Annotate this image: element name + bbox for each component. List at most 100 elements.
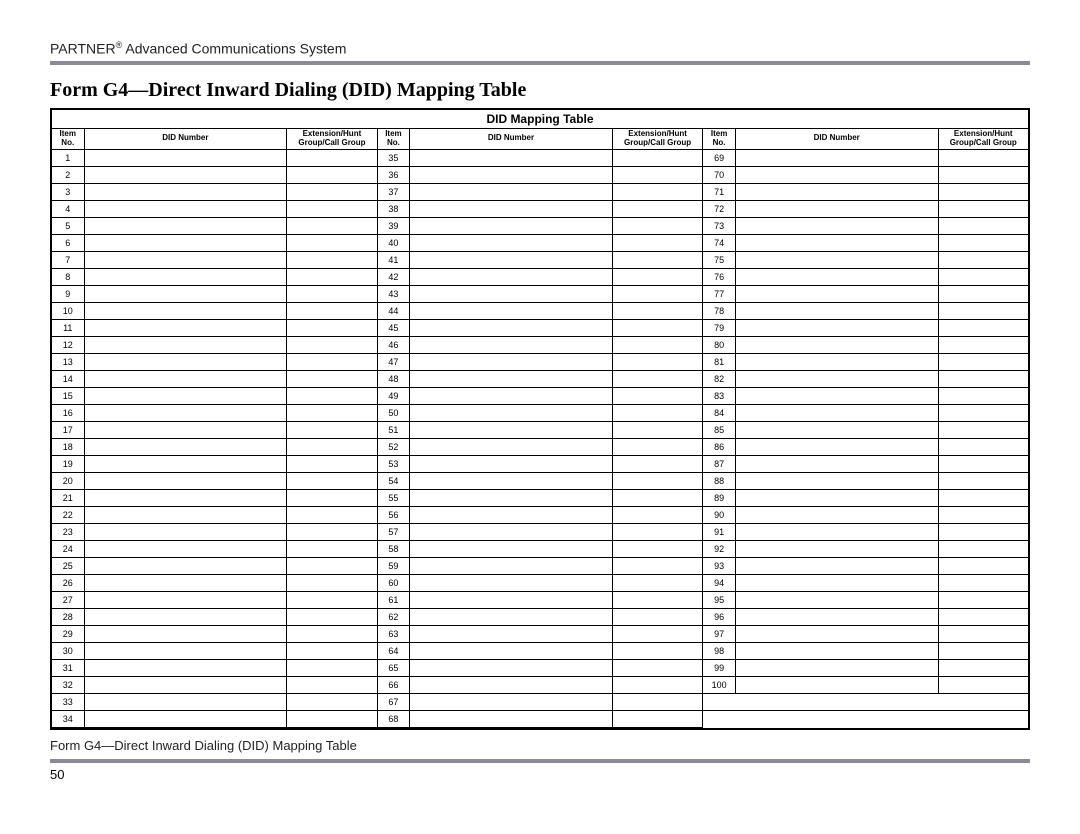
table-row: 78: [703, 302, 1028, 319]
table-row: 70: [703, 166, 1028, 183]
cell-did-number: [84, 166, 287, 183]
cell-extension: [938, 421, 1028, 438]
table-row: 40: [378, 234, 703, 251]
cell-item-no: 70: [703, 166, 735, 183]
cell-item-no: 36: [378, 166, 410, 183]
table-row: 57: [378, 523, 703, 540]
cell-extension: [287, 540, 377, 557]
cell-item-no: 91: [703, 523, 735, 540]
table-row: 31: [52, 659, 377, 676]
table-row: 2: [52, 166, 377, 183]
cell-item-no: 78: [703, 302, 735, 319]
cell-did-number: [735, 404, 938, 421]
cell-item-no: 5: [52, 217, 84, 234]
cell-did-number: [735, 574, 938, 591]
table-row: 71: [703, 183, 1028, 200]
table-row: 32: [52, 676, 377, 693]
cell-item-no: 18: [52, 438, 84, 455]
cell-did-number: [735, 251, 938, 268]
mapping-subtable: ItemNo.DID NumberExtension/HuntGroup/Cal…: [52, 129, 377, 728]
cell-item-no: 22: [52, 506, 84, 523]
table-row: 69: [703, 149, 1028, 166]
cell-item-no: 27: [52, 591, 84, 608]
cell-did-number: [735, 540, 938, 557]
cell-did-number: [735, 642, 938, 659]
table-row: 98: [703, 642, 1028, 659]
cell-did-number: [735, 234, 938, 251]
cell-extension: [287, 268, 377, 285]
table-row: 68: [378, 710, 703, 727]
table-row: 28: [52, 608, 377, 625]
cell-did-number: [84, 217, 287, 234]
col-header-item-no: ItemNo.: [52, 129, 84, 150]
table-row: 3: [52, 183, 377, 200]
cell-extension: [938, 608, 1028, 625]
cell-item-no: 6: [52, 234, 84, 251]
cell-extension: [287, 251, 377, 268]
table-row: 17: [52, 421, 377, 438]
cell-did-number: [410, 455, 613, 472]
cell-did-number: [410, 659, 613, 676]
table-row: 95: [703, 591, 1028, 608]
cell-extension: [938, 319, 1028, 336]
cell-extension: [938, 506, 1028, 523]
cell-extension: [612, 608, 702, 625]
table-row: 80: [703, 336, 1028, 353]
cell-did-number: [84, 693, 287, 710]
table-row: 30: [52, 642, 377, 659]
cell-item-no: 1: [52, 149, 84, 166]
cell-item-no: 31: [52, 659, 84, 676]
table-row: 38: [378, 200, 703, 217]
cell-did-number: [84, 438, 287, 455]
table-row-blank: [703, 710, 1028, 727]
cell-item-no: 41: [378, 251, 410, 268]
cell-did-number: [410, 523, 613, 540]
table-row: 24: [52, 540, 377, 557]
cell-extension: [612, 285, 702, 302]
table-row: 21: [52, 489, 377, 506]
cell-item-no: 38: [378, 200, 410, 217]
cell-item-no: 59: [378, 557, 410, 574]
mapping-subtable: ItemNo.DID NumberExtension/HuntGroup/Cal…: [703, 129, 1028, 727]
cell-did-number: [410, 234, 613, 251]
table-row: 91: [703, 523, 1028, 540]
cell-item-no: 30: [52, 642, 84, 659]
cell-item-no: 65: [378, 659, 410, 676]
cell-extension: [287, 608, 377, 625]
table-row: 81: [703, 353, 1028, 370]
cell-extension: [287, 659, 377, 676]
cell-did-number: [735, 625, 938, 642]
cell-item-no: 69: [703, 149, 735, 166]
cell-item-no: 54: [378, 472, 410, 489]
table-row: 56: [378, 506, 703, 523]
cell-did-number: [735, 557, 938, 574]
table-row: 34: [52, 710, 377, 727]
cell-item-no: 96: [703, 608, 735, 625]
cell-item-no: 8: [52, 268, 84, 285]
cell-item-no: 77: [703, 285, 735, 302]
cell-extension: [612, 421, 702, 438]
cell-extension: [287, 285, 377, 302]
cell-extension: [287, 438, 377, 455]
table-row: 62: [378, 608, 703, 625]
cell-did-number: [84, 285, 287, 302]
table-row: 85: [703, 421, 1028, 438]
table-column: ItemNo.DID NumberExtension/HuntGroup/Cal…: [52, 129, 378, 728]
cell-did-number: [410, 642, 613, 659]
cell-extension: [287, 234, 377, 251]
col-header-did-number: DID Number: [410, 129, 613, 150]
table-row: 48: [378, 370, 703, 387]
cell-extension: [938, 353, 1028, 370]
cell-extension: [287, 183, 377, 200]
cell-did-number: [84, 608, 287, 625]
table-row: 45: [378, 319, 703, 336]
table-row-blank: [703, 693, 1028, 710]
cell-extension: [612, 489, 702, 506]
cell-item-no: 56: [378, 506, 410, 523]
table-row: 39: [378, 217, 703, 234]
cell-did-number: [84, 710, 287, 727]
cell-did-number: [735, 166, 938, 183]
cell-extension: [287, 370, 377, 387]
cell-extension: [938, 642, 1028, 659]
cell-did-number: [84, 676, 287, 693]
